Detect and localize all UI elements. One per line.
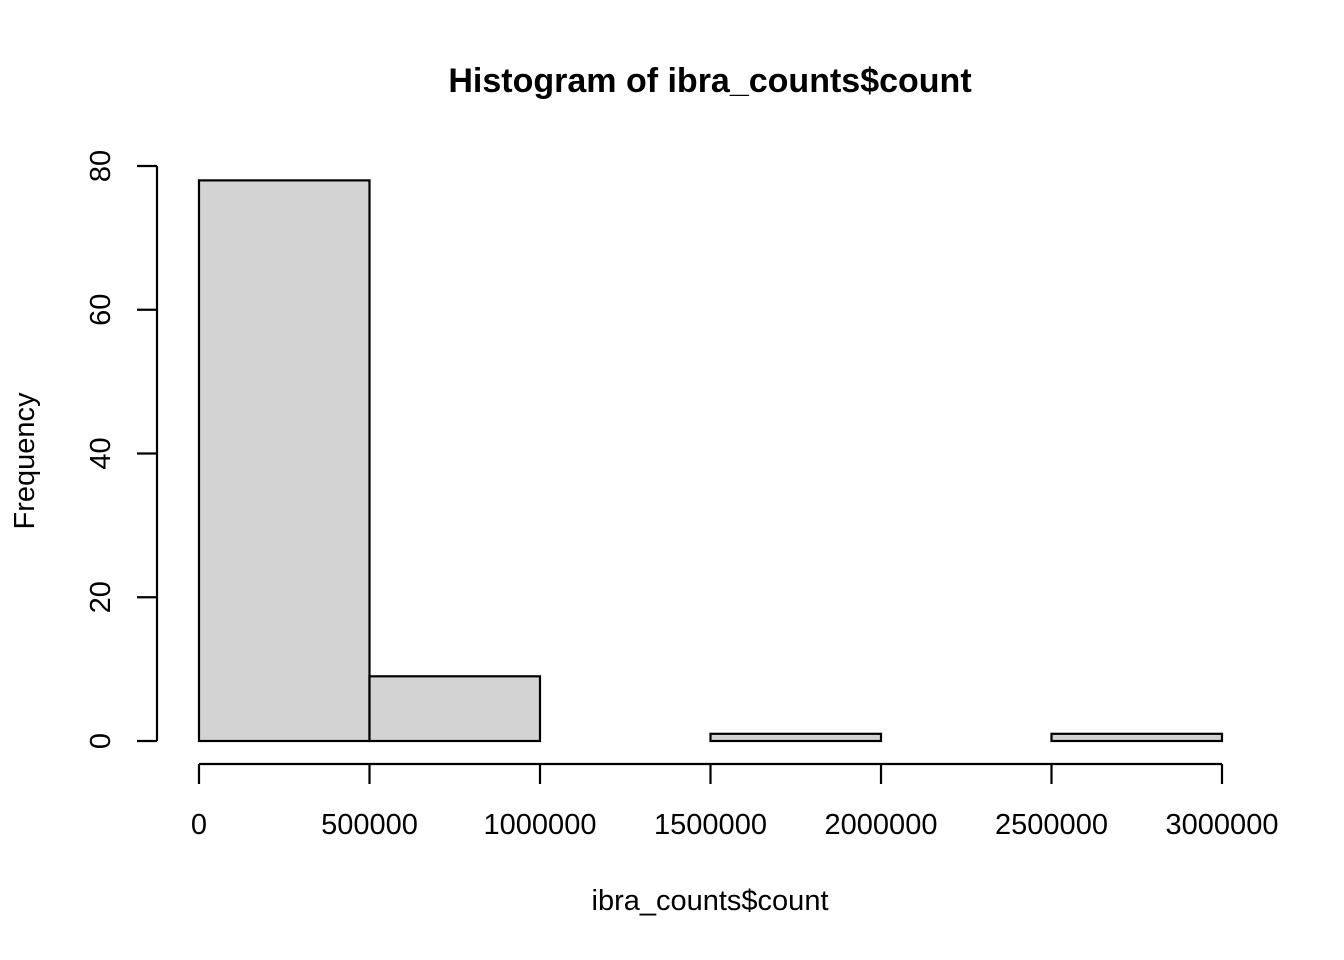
x-tick-label-0: 0 xyxy=(191,809,207,841)
histogram-bar-0 xyxy=(197,179,371,743)
y-tick-label-0: 0 xyxy=(85,733,117,749)
y-axis-label: Frequency xyxy=(9,392,41,530)
x-tick-label-1: 500000 xyxy=(321,809,418,841)
y-tick-label-2: 40 xyxy=(85,437,117,469)
y-tick-label-1: 20 xyxy=(85,581,117,613)
bars-group xyxy=(197,179,1224,743)
x-axis: 0 500000 1000000 1500000 2000000 2500000 30000… xyxy=(191,762,1279,841)
chart-title: Histogram of ibra_counts$count xyxy=(448,62,971,100)
x-tick-label-4: 2000000 xyxy=(825,809,938,841)
y-tick-label-3: 60 xyxy=(85,294,117,326)
x-tick-label-3: 1500000 xyxy=(654,809,767,841)
histogram-bar-3 xyxy=(709,732,883,743)
histogram-bar-1 xyxy=(368,675,542,743)
x-tick-label-2: 1000000 xyxy=(484,809,597,841)
x-tick-label-5: 2500000 xyxy=(995,809,1108,841)
histogram-bar-5 xyxy=(1050,732,1224,743)
y-tick-label-4: 80 xyxy=(85,150,117,182)
y-axis: 0 20 40 60 80 xyxy=(85,150,159,749)
x-tick-label-6: 3000000 xyxy=(1166,809,1279,841)
x-axis-label: ibra_counts$count xyxy=(592,885,829,917)
